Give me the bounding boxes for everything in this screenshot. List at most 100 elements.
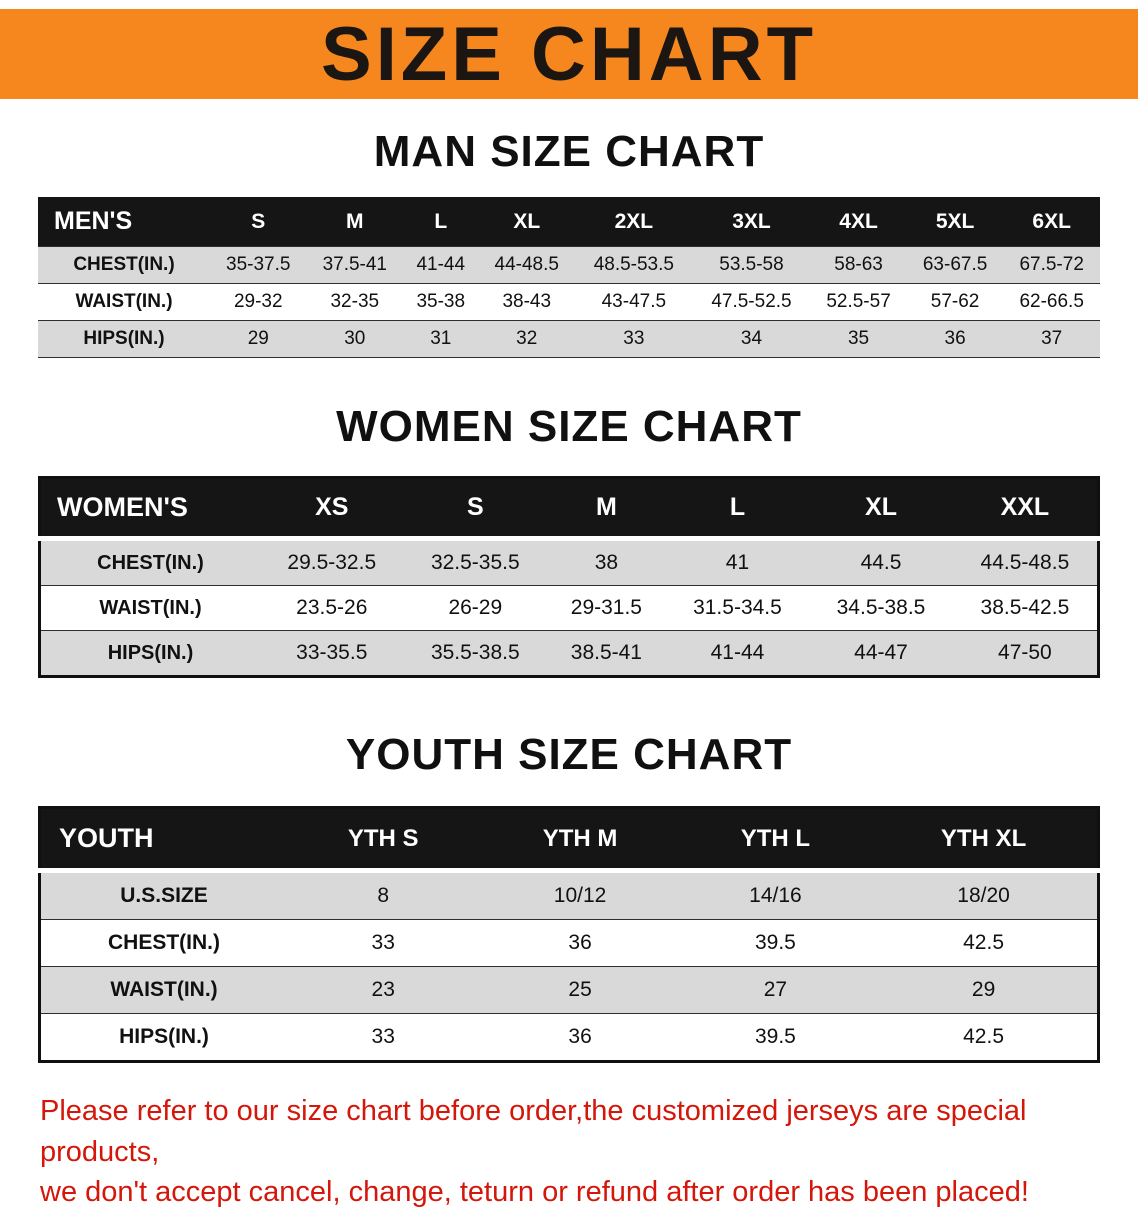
row-label: HIPS(IN.) [119,1025,209,1048]
table-title-cell: YOUTH [39,807,287,871]
value-cell: 39.5 [754,931,796,954]
size-chart-page: SIZE CHART MAN SIZE CHART MEN'S S M L XL 2XL 3… [0,9,1138,1213]
value-cell: 32.5-35.5 [430,551,520,574]
women-section-heading: WOMEN SIZE CHART [336,402,802,451]
value-cell: 38-43 [502,291,552,312]
size-column-header: XL [478,197,576,247]
size-column-header: XXL [952,477,1099,539]
size-column-header: XL [809,477,953,539]
men-size-table: MEN'S S M L XL 2XL 3XL 4XL 5XL 6XL CHEST(IN.) 35-37… [38,197,1100,358]
size-column-header: L [665,477,810,539]
value-cell: 42.5 [963,931,1004,954]
row-label: CHEST(IN.) [73,254,175,275]
value-cell: 47.5-52.5 [711,291,792,312]
header-row: WOMEN'S XS S M L XL XXL [39,477,1099,539]
value-cell: 38.5-42.5 [980,596,1070,619]
measure-row: HIPS(IN.) 29 30 31 32 33 34 35 36 37 [38,320,1100,358]
row-label: WAIST(IN.) [99,596,202,619]
value-cell: 29-31.5 [570,596,642,619]
measure-row: U.S.SIZE 8 10/12 14/16 18/20 [39,870,1099,920]
row-label: CHEST(IN.) [97,551,204,574]
value-cell: 27 [763,978,788,1001]
size-column-header: 3XL [692,197,811,247]
value-cell: 41 [725,551,750,574]
value-cell: 31 [430,328,452,349]
banner: SIZE CHART [0,9,1138,99]
value-cell: 34 [740,328,763,349]
value-cell: 31.5-34.5 [693,596,782,619]
value-cell: 14/16 [749,884,802,907]
value-cell: 57-62 [930,291,980,312]
size-column-header: YTH XL [870,807,1099,871]
size-column-header: 5XL [906,197,1004,247]
value-cell: 23 [371,978,395,1001]
value-cell: 44-48.5 [494,254,559,275]
value-cell: 36 [568,931,592,954]
value-cell: 30 [344,328,366,349]
youth-section-heading: YOUTH SIZE CHART [345,730,793,779]
value-cell: 38 [594,551,619,574]
value-cell: 36 [944,328,966,349]
header-row: YOUTH YTH S YTH M YTH L YTH XL [39,807,1099,871]
value-cell: 41-44 [710,641,765,664]
size-column-header: L [403,197,479,247]
value-cell: 44.5-48.5 [980,551,1070,574]
value-cell: 44-47 [854,641,908,664]
row-label: HIPS(IN.) [83,328,165,349]
size-column-header: XS [260,477,404,539]
measure-row: HIPS(IN.) 33 36 39.5 42.5 [39,1013,1099,1062]
value-cell: 37 [1041,328,1063,349]
measure-row: HIPS(IN.) 33-35.5 35.5-38.5 38.5-41 41-44 44-… [39,630,1099,677]
value-cell: 33 [371,931,395,954]
value-cell: 37.5-41 [322,254,388,275]
size-column-header: 4XL [810,197,907,247]
measure-row: WAIST(IN.) 29-32 32-35 35-38 38-43 43-47.5 47.… [38,283,1100,321]
value-cell: 33-35.5 [296,641,368,664]
value-cell: 52.5-57 [826,291,891,312]
value-cell: 42.5 [963,1025,1004,1048]
value-cell: 33 [371,1025,395,1048]
men-section: MAN SIZE CHART MEN'S S M L XL 2XL 3XL 4XL 5XL 6XL… [0,127,1138,358]
value-cell: 29 [247,328,269,349]
page-title: SIZE CHART [321,11,817,97]
measure-row: WAIST(IN.) 23 25 27 29 [39,966,1099,1014]
value-cell: 35-37.5 [226,254,291,275]
value-cell: 32 [516,328,538,349]
youth-section: YOUTH SIZE CHART YOUTH YTH S YTH M YTH L YTH… [0,730,1138,1063]
row-label: WAIST(IN.) [110,978,218,1001]
size-column-header: YTH L [680,807,871,871]
row-label: HIPS(IN.) [107,641,194,664]
value-cell: 35-38 [416,291,466,312]
value-cell: 35 [847,328,870,349]
size-column-header: YTH S [287,807,480,871]
row-label: CHEST(IN.) [108,931,220,954]
table-title-cell: MEN'S [38,197,210,247]
value-cell: 29 [971,978,996,1001]
value-cell: 25 [568,978,592,1001]
value-cell: 63-67.5 [922,254,988,275]
measure-row: CHEST(IN.) 33 36 39.5 42.5 [39,919,1099,967]
women-section: WOMEN SIZE CHART WOMEN'S XS S M L XL XXL CHEST(… [0,402,1138,678]
size-column-header: S [210,197,307,247]
value-cell: 26-29 [448,596,503,619]
value-cell: 18/20 [957,884,1010,907]
youth-size-table: YOUTH YTH S YTH M YTH L YTH XL U.S.SIZE 8 10/12… [38,806,1100,1063]
value-cell: 34.5-38.5 [836,596,926,619]
value-cell: 53.5-58 [719,254,784,275]
value-cell: 47-50 [998,641,1052,664]
size-column-header: M [306,197,404,247]
size-column-header: YTH M [479,807,681,871]
value-cell: 33 [623,328,645,349]
value-cell: 67.5-72 [1019,254,1084,275]
value-cell: 35.5-38.5 [430,641,520,664]
row-label: WAIST(IN.) [75,291,173,312]
value-cell: 41-44 [416,254,466,275]
disclaimer-line-2: we don't accept cancel, change, teturn o… [40,1176,1029,1209]
size-column-header: M [547,477,666,539]
measure-row: CHEST(IN.) 35-37.5 37.5-41 41-44 44-48.5 48.5… [38,246,1100,284]
value-cell: 29-32 [233,291,283,312]
value-cell: 8 [377,884,390,907]
value-cell: 32-35 [330,291,380,312]
value-cell: 23.5-26 [296,596,368,619]
value-cell: 62-66.5 [1019,291,1084,312]
